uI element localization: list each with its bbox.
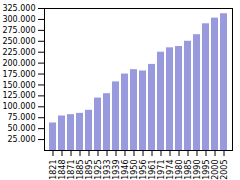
svg-text:1956: 1956 bbox=[139, 160, 148, 180]
svg-text:1939: 1939 bbox=[112, 160, 121, 180]
svg-text:250.000: 250.000 bbox=[2, 37, 35, 46]
svg-text:2005: 2005 bbox=[220, 160, 229, 180]
svg-text:2000: 2000 bbox=[211, 160, 220, 180]
svg-text:1933: 1933 bbox=[103, 160, 112, 180]
svg-text:1821: 1821 bbox=[49, 160, 58, 180]
svg-text:100.000: 100.000 bbox=[2, 102, 35, 111]
svg-text:125.000: 125.000 bbox=[2, 91, 35, 100]
svg-text:1980: 1980 bbox=[175, 160, 184, 180]
svg-text:275.000: 275.000 bbox=[2, 26, 35, 35]
svg-text:300.000: 300.000 bbox=[2, 15, 35, 24]
svg-text:1985: 1985 bbox=[184, 160, 193, 180]
svg-text:150.000: 150.000 bbox=[2, 81, 35, 90]
svg-text:1990: 1990 bbox=[193, 160, 202, 180]
svg-text:1895: 1895 bbox=[85, 160, 94, 180]
svg-text:1995: 1995 bbox=[202, 160, 211, 180]
svg-text:50.000: 50.000 bbox=[8, 124, 36, 133]
svg-text:200.000: 200.000 bbox=[2, 59, 35, 68]
svg-text:1848: 1848 bbox=[58, 160, 67, 180]
svg-text:1971: 1971 bbox=[157, 160, 166, 180]
svg-text:1950: 1950 bbox=[130, 160, 139, 180]
svg-text:75.000: 75.000 bbox=[8, 113, 36, 122]
svg-text:1974: 1974 bbox=[166, 160, 175, 180]
svg-text:1961: 1961 bbox=[148, 160, 157, 180]
svg-text:1925: 1925 bbox=[94, 160, 103, 180]
svg-text:1946: 1946 bbox=[121, 160, 130, 180]
svg-text:325.000: 325.000 bbox=[2, 4, 35, 13]
svg-text:25.000: 25.000 bbox=[8, 135, 36, 144]
svg-text:1871: 1871 bbox=[67, 160, 76, 180]
svg-text:1885: 1885 bbox=[76, 160, 85, 180]
svg-text:175.000: 175.000 bbox=[2, 70, 35, 79]
svg-text:225.000: 225.000 bbox=[2, 48, 35, 57]
